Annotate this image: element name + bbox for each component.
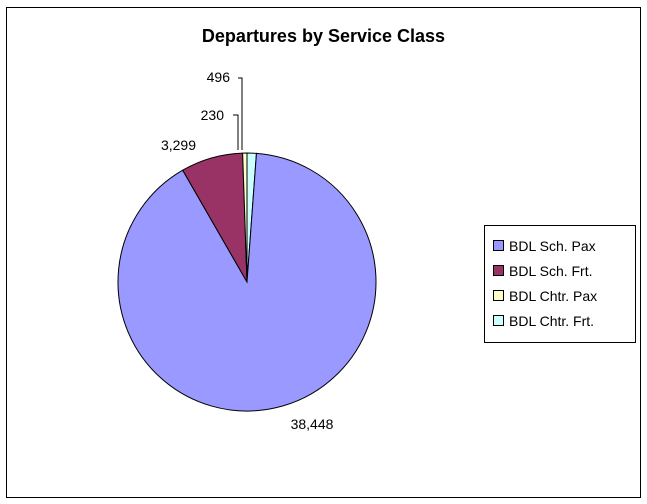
legend-swatch	[493, 240, 504, 251]
legend-item: BDL Sch. Pax	[485, 233, 635, 258]
pie-slice	[242, 152, 248, 283]
legend-item: BDL Chtr. Frt.	[485, 308, 635, 333]
pie-slice	[117, 152, 377, 412]
legend-label: BDL Chtr. Pax	[509, 287, 598, 304]
legend-swatch	[493, 315, 504, 326]
data-label: 3,299	[161, 137, 196, 153]
legend: BDL Sch. Pax BDL Sch. Frt. BDL Chtr. Pax…	[484, 225, 636, 343]
legend-swatch	[493, 265, 504, 276]
legend-label: BDL Sch. Pax	[509, 237, 596, 254]
chart-title: Departures by Service Class	[201, 26, 446, 46]
leader-line	[238, 77, 243, 150]
data-label: 38,448	[291, 416, 334, 432]
legend-label: BDL Sch. Frt.	[509, 262, 593, 279]
legend-swatch	[493, 290, 504, 301]
legend-item: BDL Chtr. Pax	[485, 283, 635, 308]
leader-line	[233, 114, 239, 150]
data-label: 496	[207, 69, 231, 85]
legend-label: BDL Chtr. Frt.	[509, 312, 595, 329]
data-label: 230	[201, 107, 225, 123]
legend-item: BDL Sch. Frt.	[485, 258, 635, 283]
